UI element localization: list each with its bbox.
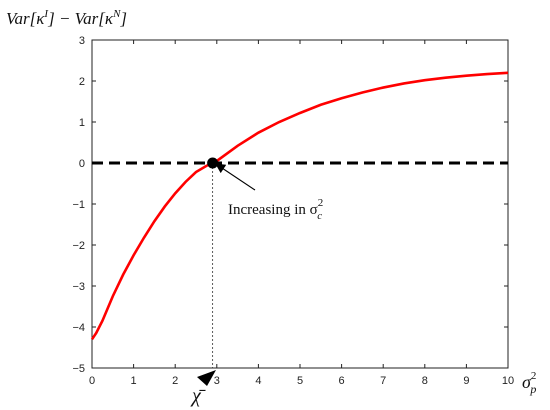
x-tick-label: 6 (339, 375, 345, 387)
y-tick-label: −4 (72, 322, 85, 334)
y-axis-label: Var[κI] − Var[κN] (6, 8, 127, 28)
y-tick-label: −2 (72, 240, 85, 252)
x-tick-label: 9 (463, 375, 469, 387)
axis-tick-labels: 0 1 2 3 4 5 6 7 8 9 10 −5 −4 −3 −2 −1 0 1 2 3 (72, 35, 514, 387)
x-tick-label: 10 (502, 375, 514, 387)
x-tick-label: 2 (172, 375, 178, 387)
x-tick-label: 5 (297, 375, 303, 387)
x-tick-label: 7 (380, 375, 386, 387)
y-tick-label: −3 (72, 281, 85, 293)
y-tick-label: 0 (79, 158, 85, 170)
annotation-arrow (215, 163, 256, 191)
annotation-text: Increasing in σ2 c (228, 197, 323, 222)
y-tick-label: 3 (79, 35, 85, 47)
x-tick-label: 3 (214, 375, 220, 387)
x-tick-label: 4 (255, 375, 261, 387)
y-tick-label: −5 (72, 363, 85, 375)
y-tick-label: 1 (79, 117, 85, 129)
chi-bar-arrow-icon (197, 370, 216, 386)
crossing-point-marker (207, 157, 219, 169)
chi-bar-label: χ̄ (190, 385, 206, 407)
x-tick-label: 0 (89, 375, 95, 387)
x-tick-label: 1 (131, 375, 137, 387)
x-axis-label: σ2 p (522, 370, 536, 396)
axis-ticks (91, 39, 509, 369)
y-tick-label: 2 (79, 76, 85, 88)
y-tick-label: −1 (72, 199, 85, 211)
x-tick-label: 8 (422, 375, 428, 387)
